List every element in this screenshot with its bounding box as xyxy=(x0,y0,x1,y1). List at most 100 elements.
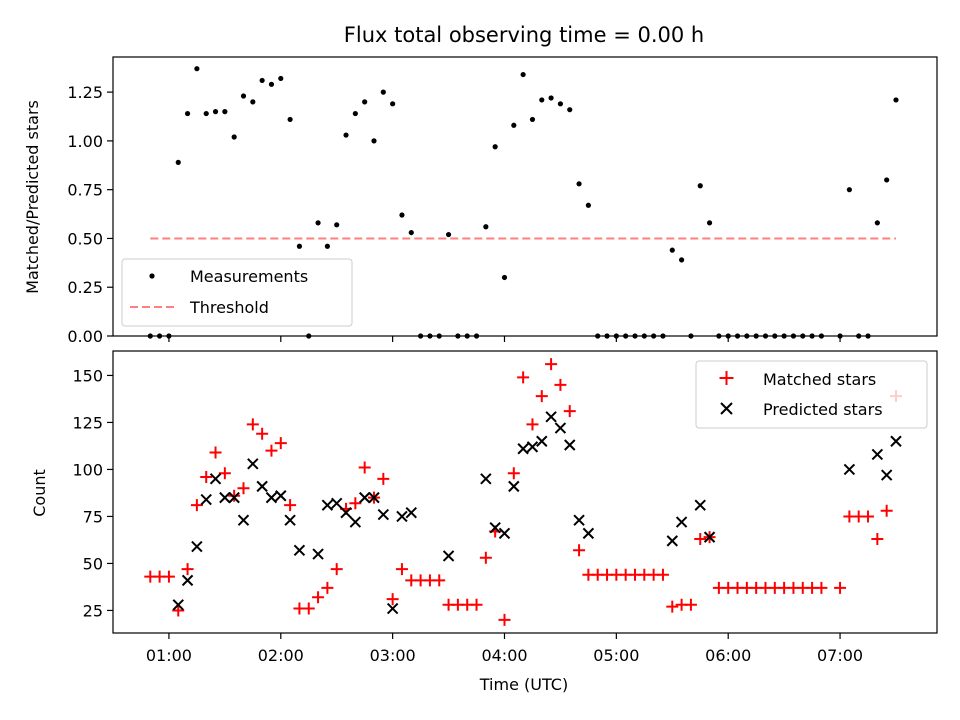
matched-star-point xyxy=(190,499,203,512)
matched-star-point xyxy=(200,470,213,483)
matched-star-point xyxy=(302,602,315,615)
predicted-star-point xyxy=(890,435,902,447)
y-tick-label: 25 xyxy=(83,601,103,620)
matched-star-point xyxy=(265,444,278,457)
predicted-star-point xyxy=(191,540,203,553)
matched-star-point xyxy=(321,581,334,594)
matched-star-point xyxy=(815,581,828,594)
matched-star-point xyxy=(694,533,707,545)
top-y-axis-label: Matched/Predicted stars xyxy=(23,100,42,294)
predicted-star-point xyxy=(247,458,259,470)
bottom-y-axis-label: Count xyxy=(30,469,49,517)
matched-star-point xyxy=(684,598,697,611)
matched-star-point xyxy=(880,504,893,517)
predicted-star-point xyxy=(405,506,417,519)
legend-matched-marker xyxy=(719,371,734,385)
legend-threshold-label: Threshold xyxy=(189,298,269,317)
measurement-point xyxy=(399,212,405,218)
measurement-point xyxy=(380,89,386,95)
matched-star-point xyxy=(162,570,175,583)
measurement-point xyxy=(287,116,293,123)
predicted-star-point xyxy=(694,499,706,511)
x-tick-label: 03:00 xyxy=(370,646,416,665)
y-tick-label: 1.00 xyxy=(67,132,103,151)
measurement-point xyxy=(706,220,713,226)
legend-matched-label: Matched stars xyxy=(763,370,876,389)
measurement-point xyxy=(390,101,396,107)
measurement-point xyxy=(324,243,330,249)
predicted-star-point xyxy=(284,514,296,526)
matched-star-point xyxy=(228,489,241,502)
predicted-star-point xyxy=(871,448,884,461)
measurement-point xyxy=(184,110,191,117)
y-tick-label: 50 xyxy=(83,554,103,573)
predicted-star-point xyxy=(396,510,408,523)
predicted-star-point xyxy=(442,550,455,562)
measurement-point xyxy=(352,110,358,117)
predicted-star-point xyxy=(312,548,324,560)
top-plot-frame xyxy=(112,56,938,337)
measurement-point xyxy=(669,247,675,253)
predicted-star-point xyxy=(181,574,194,587)
matched-star-point xyxy=(526,418,539,431)
predicted-star-point xyxy=(582,527,595,540)
matched-star-point xyxy=(358,461,371,474)
predicted-star-point xyxy=(209,473,222,485)
matched-star-point xyxy=(209,446,222,459)
matched-star-point xyxy=(246,418,259,431)
top-legend: Measurements Threshold xyxy=(121,258,353,327)
predicted-star-point xyxy=(545,411,557,423)
measurement-point xyxy=(576,181,582,187)
predicted-star-point xyxy=(498,527,511,540)
predicted-star-point xyxy=(675,516,688,528)
predicted-star-point xyxy=(200,493,212,506)
measurement-point xyxy=(231,134,237,140)
predicted-star-point xyxy=(377,508,390,521)
measurement-point xyxy=(334,222,340,228)
matched-star-point xyxy=(172,604,185,617)
measurement-point xyxy=(697,183,703,189)
predicted-star-point xyxy=(880,469,893,481)
predicted-star-point xyxy=(265,491,278,504)
measurement-point xyxy=(408,229,414,236)
predicted-star-point xyxy=(358,491,371,504)
predicted-star-point xyxy=(666,535,678,547)
predicted-star-point xyxy=(843,463,856,476)
predicted-star-point xyxy=(703,531,716,543)
measurement-point xyxy=(175,159,181,165)
measurement-point xyxy=(362,99,368,105)
legend-measurements-marker xyxy=(149,273,155,279)
predicted-star-point xyxy=(331,497,343,509)
x-tick-label: 04:00 xyxy=(481,646,527,665)
matched-star-point xyxy=(507,467,520,480)
matched-star-point xyxy=(666,600,679,613)
measurement-point xyxy=(250,99,256,105)
matched-star-point xyxy=(349,497,362,510)
measurement-point xyxy=(296,243,303,249)
predicted-star-point xyxy=(480,473,492,485)
predicted-star-point xyxy=(228,491,240,504)
top-legend-box xyxy=(121,258,353,327)
predicted-star-point xyxy=(489,522,501,534)
y-tick-label: 100 xyxy=(72,460,103,479)
measurement-point xyxy=(567,107,573,113)
measurement-point xyxy=(874,220,880,226)
measurement-point xyxy=(678,257,685,263)
matched-star-point xyxy=(862,510,875,523)
matched-star-point xyxy=(395,563,408,576)
measurement-point xyxy=(483,224,489,230)
y-tick-label: 150 xyxy=(72,366,103,385)
matched-star-point xyxy=(256,427,269,440)
bottom-plot-marks xyxy=(144,358,902,626)
predicted-star-point xyxy=(386,602,399,615)
x-tick-label: 06:00 xyxy=(705,646,751,665)
y-tick-label: 125 xyxy=(72,413,103,432)
measurement-point xyxy=(511,122,517,128)
predicted-star-point xyxy=(564,439,576,451)
bottom-axis-ticks: 25 50 75 100 125 150 01:00 02:00 03:00 04:00 05:00… xyxy=(72,366,863,665)
measurement-point xyxy=(585,202,591,208)
measurement-point xyxy=(371,138,377,144)
matched-star-point xyxy=(545,358,558,371)
measurement-point xyxy=(212,109,219,115)
predicted-star-point xyxy=(526,441,539,453)
